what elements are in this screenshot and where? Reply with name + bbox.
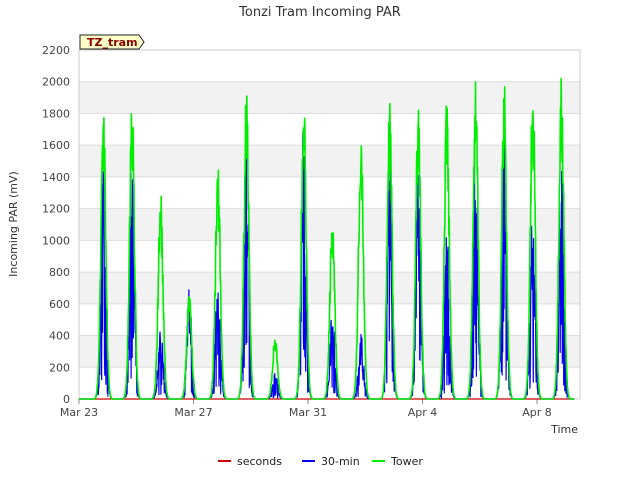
y-tick-label: 2000 bbox=[42, 76, 70, 89]
y-tick-label: 200 bbox=[49, 361, 70, 374]
x-axis-ticks: Mar 23 Mar 27 Mar 31 Apr 4 Apr 8 bbox=[60, 399, 552, 419]
legend-label: 30-min bbox=[321, 455, 360, 468]
y-axis-ticks: 0 200 400 600 800 1000 1200 1400 1600 1800 2000 220… bbox=[42, 44, 70, 406]
y-tick-label: 1400 bbox=[42, 171, 70, 184]
y-axis-label: Incoming PAR (mV) bbox=[7, 171, 20, 277]
x-tick-label: Mar 23 bbox=[60, 406, 98, 419]
y-tick-label: 800 bbox=[49, 266, 70, 279]
legend-label: Tower bbox=[390, 455, 423, 468]
y-tick-label: 2200 bbox=[42, 44, 70, 57]
x-axis-label: Time bbox=[550, 423, 578, 436]
legend: seconds 30-min Tower bbox=[218, 455, 423, 468]
x-tick-label: Apr 4 bbox=[408, 406, 438, 419]
y-tick-label: 0 bbox=[63, 393, 70, 406]
y-tick-label: 1200 bbox=[42, 203, 70, 216]
x-tick-label: Mar 27 bbox=[174, 406, 212, 419]
plot-band bbox=[79, 145, 580, 177]
legend-label: seconds bbox=[237, 455, 282, 468]
y-tick-label: 1600 bbox=[42, 139, 70, 152]
chart-title: Tonzi Tram Incoming PAR bbox=[238, 5, 401, 20]
plot-band bbox=[79, 81, 580, 114]
series-layer bbox=[78, 77, 575, 400]
x-tick-label: Mar 31 bbox=[289, 406, 327, 419]
badge-label: TZ_tram bbox=[87, 36, 138, 49]
y-tick-label: 600 bbox=[49, 298, 70, 311]
y-tick-label: 400 bbox=[49, 330, 70, 343]
y-tick-label: 1800 bbox=[42, 107, 70, 120]
plot-bands bbox=[79, 81, 580, 368]
series-line-tower bbox=[78, 77, 575, 400]
badge-shape bbox=[79, 34, 145, 50]
x-tick-label: Apr 8 bbox=[522, 406, 552, 419]
y-tick-label: 1000 bbox=[42, 234, 70, 247]
badge: TZ_tram bbox=[79, 34, 145, 50]
